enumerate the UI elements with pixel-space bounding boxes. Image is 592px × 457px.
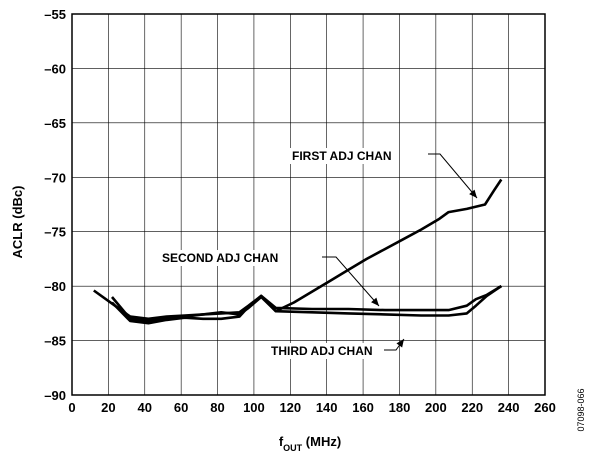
x-axis-label-main: f: [279, 434, 284, 449]
y-tick-label: –80: [44, 279, 66, 294]
annotation-backdrop: [159, 250, 282, 266]
annotation-arrowhead: [469, 189, 477, 198]
x-tick-label: 120: [279, 400, 301, 415]
x-tick-labels: 0 20 40 60 80 100 120 140 160 180 200 220 240 260: [68, 400, 555, 415]
y-tick-label: –55: [44, 7, 66, 22]
x-tick-label: 40: [138, 400, 152, 415]
x-tick-label: 200: [425, 400, 447, 415]
annotation-backdrop: [289, 148, 395, 164]
annotation-arrowhead: [396, 339, 404, 348]
x-axis-label: fOUT (MHz): [279, 434, 341, 453]
y-tick-label: –60: [44, 61, 66, 76]
x-axis-label-unit: (MHz): [302, 434, 341, 449]
figure-id: 07098-066: [576, 388, 586, 431]
series-line: [93, 284, 502, 321]
y-axis-label: ACLR (dBc): [10, 186, 25, 259]
x-tick-label: 180: [389, 400, 411, 415]
annotation-label: SECOND ADJ CHAN: [162, 251, 278, 265]
y-tick-label: –90: [44, 388, 66, 403]
x-tick-label: 100: [243, 400, 265, 415]
x-tick-label: 160: [352, 400, 374, 415]
annotation-label: THIRD ADJ CHAN: [271, 344, 373, 358]
annotation-backdrop: [268, 343, 376, 359]
x-tick-label: 140: [316, 400, 338, 415]
y-tick-label: –75: [44, 225, 66, 240]
x-tick-label: 80: [210, 400, 224, 415]
plot-frame: [71, 13, 546, 396]
annotation-label: FIRST ADJ CHAN: [292, 149, 392, 163]
x-tick-label: 240: [498, 400, 520, 415]
annotation-leader: [428, 153, 478, 199]
y-tick-label: –70: [44, 170, 66, 185]
x-tick-label: 20: [101, 400, 115, 415]
annotations: FIRST ADJ CHAN SECOND ADJ CHAN THIRD ADJ C…: [159, 148, 478, 359]
x-tick-label: 260: [534, 400, 556, 415]
annotation-leader: [322, 256, 380, 307]
series-line: [111, 285, 503, 325]
y-tick-label: –65: [44, 116, 66, 131]
y-tick-labels: –55 –60 –65 –70 –75 –80 –85 –90: [44, 7, 66, 403]
x-axis-label-sub: OUT: [283, 443, 303, 453]
grid: [71, 13, 546, 396]
x-tick-label: 0: [68, 400, 75, 415]
annotation-arrowhead: [371, 297, 379, 306]
y-tick-label: –85: [44, 334, 66, 349]
x-tick-label: 60: [174, 400, 188, 415]
series-lines: [93, 178, 503, 325]
x-tick-label: 220: [461, 400, 483, 415]
